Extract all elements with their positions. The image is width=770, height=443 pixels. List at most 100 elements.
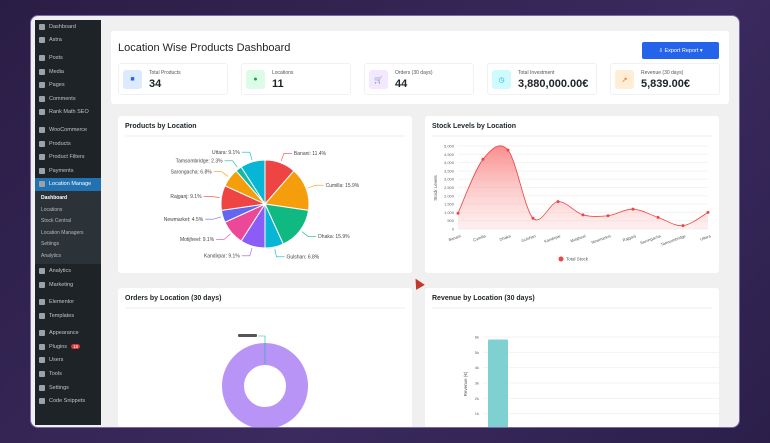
pie-leader-line (205, 216, 221, 220)
sidebar-item-posts[interactable]: Posts (35, 51, 101, 65)
area-fill (458, 145, 708, 229)
data-point (706, 210, 710, 214)
card-title: Revenue by Location (30 days) (432, 295, 535, 302)
sidebar-item-marketing[interactable]: Marketing (35, 278, 101, 292)
revenue-bar (488, 339, 508, 427)
x-tick-label: Banani (448, 233, 462, 242)
y-tick-label: 2,500 (444, 185, 455, 190)
submenu-item[interactable]: Location Managers (41, 229, 84, 236)
pie-label: Motijheel: 9.1% (180, 237, 215, 243)
dashboard-header: Location Wise Products Dashboard ⇩ Expor… (111, 31, 729, 104)
sidebar-item-rank-math-seo[interactable]: Rank Math SEO (35, 106, 101, 120)
donut-leader-line (258, 335, 266, 364)
admin-sidebar: Dashboard Astra Posts Media Pages Comments Ran… (35, 20, 101, 425)
sidebar-item-label: Posts (49, 54, 63, 61)
sidebar-item-woocommerce[interactable]: WooCommerce (35, 123, 101, 137)
sidebar-item-location-manage[interactable]: Location Manage (35, 177, 101, 192)
browser-window: Dashboard Astra Posts Media Pages Comments Ran… (30, 15, 740, 428)
x-tick-label: Sarongacha (639, 233, 662, 245)
sidebar-item-comments[interactable]: Comments (35, 92, 101, 106)
sidebar-item-templates[interactable]: Templates (35, 309, 101, 323)
stat-card: ◷ Total Investment 3,880,000.00€ (487, 63, 597, 95)
y-tick-label: 0 (452, 227, 455, 232)
stat-value: 11 (272, 78, 284, 90)
stat-card: 🛒 Orders (30 days) 44 (364, 63, 474, 95)
data-point (456, 211, 460, 215)
data-point (531, 216, 535, 220)
sidebar-item-media[interactable]: Media (35, 65, 101, 79)
sidebar-item-product-filters[interactable]: Product Filters (35, 150, 101, 164)
y-tick-label: 3,000 (444, 177, 455, 182)
map-pin-icon: ● (246, 70, 265, 89)
menu-icon (39, 126, 45, 133)
obscured-label (238, 334, 257, 337)
menu-icon (39, 281, 45, 288)
data-point (506, 148, 510, 152)
submenu-item[interactable]: Locations (41, 206, 63, 213)
menu-icon (39, 154, 45, 161)
sidebar-item-analytics[interactable]: Analytics (35, 264, 101, 278)
sidebar-item-label: Elementor (49, 299, 75, 306)
sidebar-item-label: Users (49, 357, 64, 364)
sidebar-item-label: Astra (49, 37, 62, 44)
box-icon: ■ (123, 70, 142, 89)
y-tick-label: 0 (477, 427, 480, 429)
x-tick-label: Dhaka (499, 233, 512, 242)
sidebar-item-payments[interactable]: Payments (35, 164, 101, 178)
y-tick-label: 3,500 (444, 168, 455, 173)
page-title: Location Wise Products Dashboard (118, 42, 291, 54)
menu-icon (39, 357, 45, 364)
pie-label: Gulshan: 6.8% (286, 255, 319, 261)
sidebar-item-label: Payments (49, 167, 74, 174)
menu-icon (39, 343, 45, 350)
sidebar-item-tools[interactable]: Tools (35, 367, 101, 381)
menu-icon (39, 109, 45, 116)
pie-leader-line (213, 171, 229, 177)
submenu-item[interactable]: Stock Central (41, 218, 72, 225)
sidebar-item-users[interactable]: Users (35, 354, 101, 368)
menu-icon (39, 54, 45, 61)
y-axis-label: Stock Levels (433, 174, 438, 200)
sidebar-item-settings[interactable]: Settings (35, 381, 101, 395)
sidebar-item-label: Marketing (49, 281, 74, 288)
menu-icon (39, 23, 45, 30)
sidebar-item-label: Appearance (49, 330, 79, 337)
revenue-by-location-card: Revenue by Location (30 days) 0 1k 2k 3k 4k 5… (425, 288, 719, 429)
sidebar-item-elementor[interactable]: Elementor (35, 295, 101, 309)
sidebar-item-label: Code Snippets (49, 398, 86, 405)
export-report-button[interactable]: ⇩ Export Report ▾ (642, 42, 719, 59)
x-tick-label: Uttara (699, 233, 712, 242)
y-tick-label: 1k (475, 411, 479, 416)
menu-icon (39, 312, 45, 319)
y-tick-label: 500 (447, 218, 454, 223)
sidebar-item-products[interactable]: Products (35, 137, 101, 151)
sidebar-item-code-snippets[interactable]: Code Snippets (35, 394, 101, 408)
menu-icon (39, 299, 45, 306)
stock-area-chart: 0 500 1,000 1,500 2,000 2,500 3,000 3,500 4,000 4… (432, 135, 712, 262)
stat-value: 5,839.00€ (641, 78, 690, 90)
submenu-item[interactable]: Analytics (41, 252, 62, 259)
submenu-item[interactable]: Dashboard (41, 195, 68, 202)
data-point (656, 215, 660, 219)
stat-value: 34 (149, 78, 162, 90)
pie-leader-line (203, 196, 220, 198)
sidebar-item-appearance[interactable]: Appearance (35, 327, 101, 341)
sidebar-item-dashboard[interactable]: Dashboard (35, 20, 101, 34)
sidebar-item-plugins[interactable]: Plugins 18 (35, 340, 101, 354)
pie-leader-line (224, 160, 238, 168)
data-point (556, 200, 560, 204)
stat-card: ● Locations 11 (241, 63, 351, 95)
card-title: Products by Location (125, 123, 197, 130)
x-tick-label: Motijheel (570, 233, 587, 243)
pie-leader-line (301, 231, 317, 237)
menu-icon (39, 95, 45, 102)
pie-leader-line (274, 248, 285, 258)
submenu-item[interactable]: Settings (41, 241, 60, 248)
sidebar-item-pages[interactable]: Pages (35, 78, 101, 92)
y-tick-label: 5k (475, 350, 479, 355)
sidebar-item-astra[interactable]: Astra (35, 34, 101, 48)
menu-icon (39, 68, 45, 75)
pie-leader-line (308, 184, 324, 189)
data-point (481, 157, 485, 161)
stock-levels-card: Stock Levels by Location 0 500 1,000 1,500 2… (425, 116, 719, 273)
